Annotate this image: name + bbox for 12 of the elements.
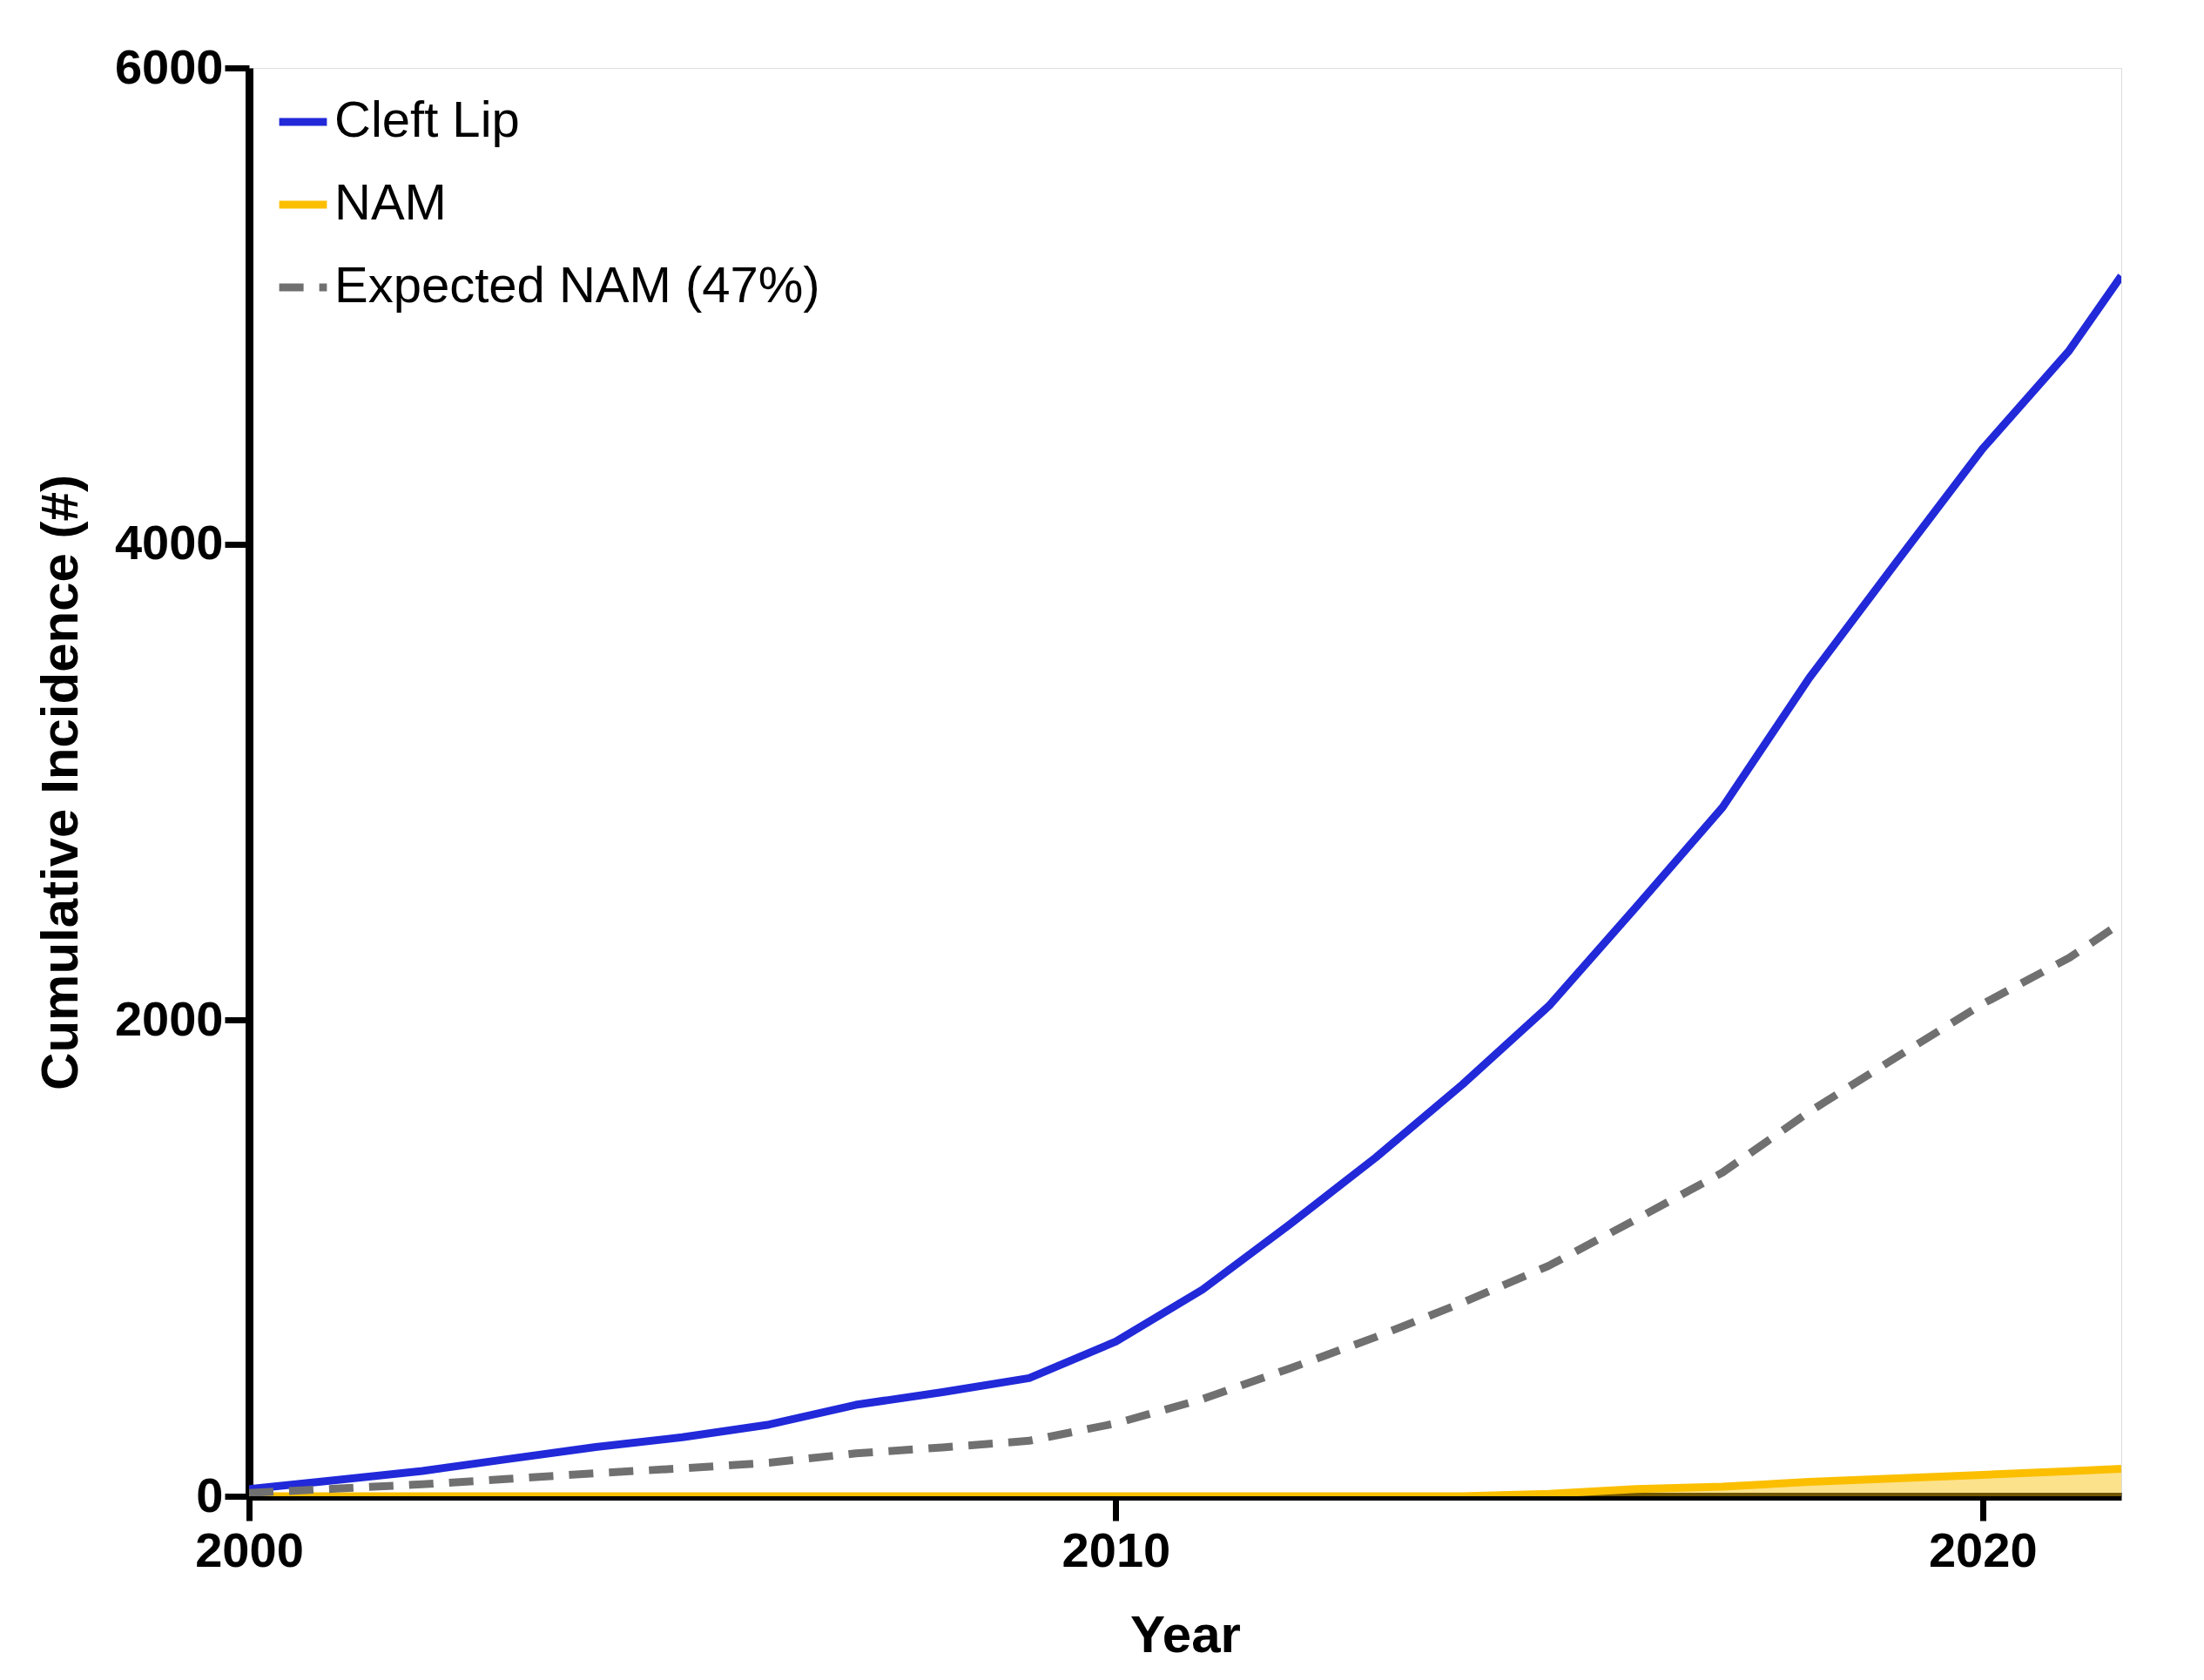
y-tick-label: 6000	[114, 38, 224, 94]
y-tick-label: 4000	[114, 515, 224, 570]
y-tick-label: 0	[196, 1467, 224, 1522]
legend-label: NAM	[334, 173, 447, 230]
x-tick-label: 2020	[1928, 1521, 2038, 1577]
x-axis-title: Year	[1130, 1604, 1241, 1663]
legend-label: Expected NAM (47%)	[334, 256, 820, 313]
y-axis-title: Cumulative Incidence (#)	[30, 475, 89, 1090]
x-tick-label: 2010	[1062, 1521, 1171, 1577]
x-tick-label: 2000	[195, 1521, 304, 1577]
legend-label: Cleft Lip	[334, 91, 520, 147]
y-tick-label: 2000	[114, 990, 224, 1046]
